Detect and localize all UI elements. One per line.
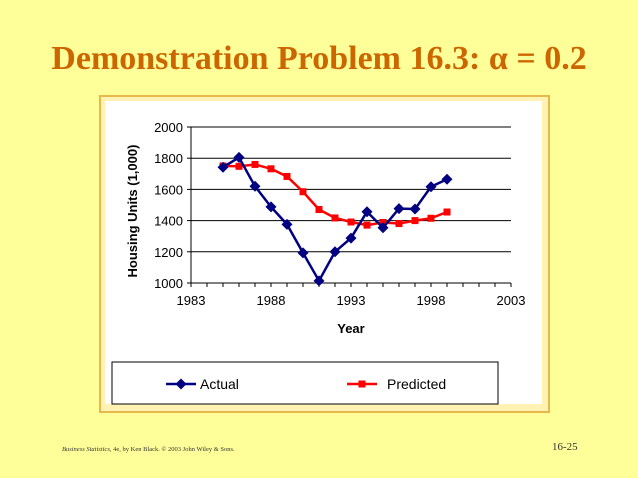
footer-credit: Business Statistics, 4e, by Ken Black. ©…	[62, 446, 235, 453]
series-layer	[217, 151, 453, 287]
title-value: = 0.2	[507, 40, 587, 77]
data-point-predicted-1992	[331, 214, 339, 222]
x-tick-label-1998: 1998	[417, 293, 446, 308]
data-point-predicted-1999	[443, 208, 451, 216]
data-point-actual-1991	[313, 275, 325, 287]
data-point-actual-1989	[281, 218, 293, 230]
page-number: 16-25	[552, 441, 578, 453]
data-point-predicted-1998	[427, 214, 435, 222]
data-point-actual-1995	[377, 222, 389, 234]
y-tick-label-1000: 1000	[154, 276, 183, 291]
y-tick-label-1800: 1800	[154, 151, 183, 166]
x-tick-label-1988: 1988	[257, 293, 286, 308]
y-tick-label-2000: 2000	[154, 120, 183, 135]
data-point-predicted-1987	[251, 160, 259, 168]
footer-copyright: , 4e, by Ken Black. © 2003 John Wiley & …	[109, 446, 235, 453]
data-point-predicted-1997	[411, 217, 419, 225]
y-tick-label-1200: 1200	[154, 245, 183, 260]
x-tick-label-2003: 2003	[497, 293, 526, 308]
data-point-predicted-1989	[283, 172, 291, 180]
data-point-predicted-1994	[363, 221, 371, 229]
title-text: Demonstration Problem 16.3:	[51, 40, 489, 77]
data-point-actual-1997	[409, 203, 421, 215]
series-actual	[217, 151, 453, 287]
data-point-actual-1996	[393, 203, 405, 215]
footer-book-title: Business Statistics	[62, 446, 110, 453]
data-point-predicted-1986	[235, 162, 243, 170]
legend-marker-predicted	[358, 380, 366, 388]
y-tick-label-1400: 1400	[154, 214, 183, 229]
legend-label-actual: Actual	[200, 376, 239, 392]
data-point-actual-1993	[345, 232, 357, 244]
data-point-actual-1985	[217, 161, 229, 173]
x-tick-label-1983: 1983	[177, 293, 206, 308]
title-alpha-symbol: α	[488, 40, 508, 77]
legend: Actual Predicted	[111, 361, 499, 405]
data-point-actual-1992	[329, 246, 341, 258]
legend-marker-actual	[175, 378, 187, 390]
chart-area	[105, 101, 542, 404]
data-point-actual-1990	[297, 247, 309, 259]
data-point-actual-1988	[265, 201, 277, 213]
axes: 1000 1200 1400 1600 1800 2000 1983 1988 1993 1998…	[125, 120, 525, 336]
data-point-predicted-1991	[315, 206, 323, 214]
data-point-actual-1987	[249, 180, 261, 192]
slide-title: Demonstration Problem 16.3: α = 0.2	[0, 40, 638, 78]
data-point-predicted-1993	[347, 218, 355, 226]
legend-label-predicted: Predicted	[387, 376, 446, 392]
data-point-actual-1994	[361, 206, 373, 218]
y-tick-label-1600: 1600	[154, 182, 183, 197]
y-axis-title: Housing Units (1,000)	[125, 145, 140, 278]
data-point-predicted-1990	[299, 188, 307, 196]
series-predicted	[219, 160, 451, 229]
data-point-actual-1986	[233, 151, 245, 163]
data-point-predicted-1996	[395, 220, 403, 228]
x-axis-title: Year	[337, 321, 364, 336]
data-point-actual-1999	[441, 173, 453, 185]
x-tick-label-1993: 1993	[337, 293, 366, 308]
data-point-predicted-1988	[267, 165, 275, 173]
data-point-actual-1998	[425, 181, 437, 193]
